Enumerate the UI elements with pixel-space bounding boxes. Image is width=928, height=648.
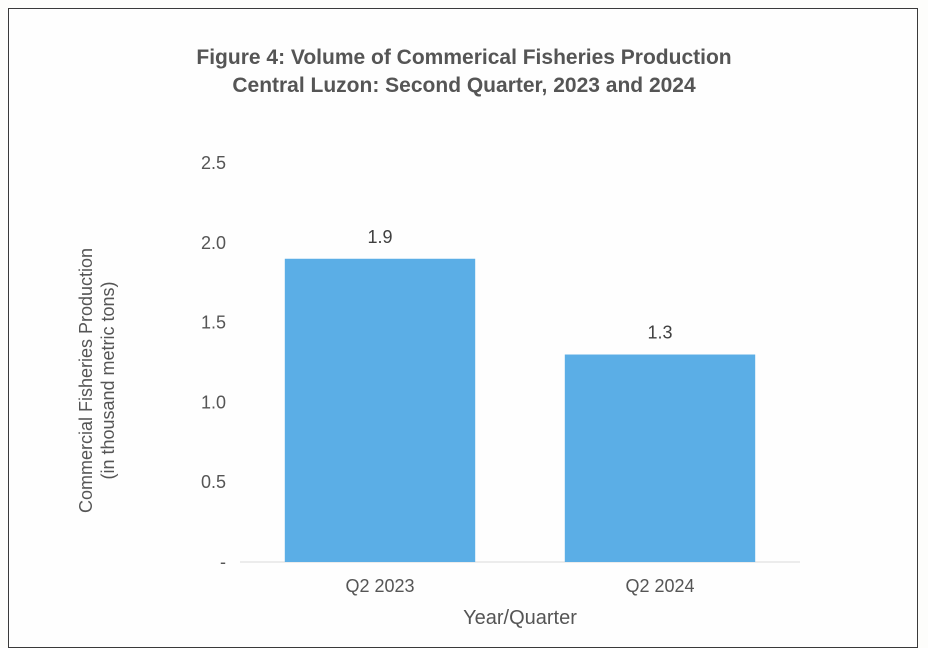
y-axis-ticks: - 0.5 1.0 1.5 2.0 2.5 bbox=[201, 153, 226, 572]
y-axis-subtitle: (in thousand metric tons) bbox=[98, 281, 118, 479]
bar-chart: - 0.5 1.0 1.5 2.0 2.5 1.9 1.3 Q2 2023 Q2 2024 Y… bbox=[76, 153, 800, 629]
x-axis-title: Year/Quarter bbox=[463, 607, 577, 629]
bar-q2-2024 bbox=[564, 354, 756, 562]
data-labels: 1.9 1.3 bbox=[367, 227, 672, 343]
y-axis-title: Commercial Fisheries Production bbox=[76, 248, 96, 513]
x-tick-label: Q2 2024 bbox=[625, 576, 694, 596]
bars bbox=[284, 258, 756, 562]
y-tick-label: 2.0 bbox=[201, 233, 226, 253]
y-tick-label: 2.5 bbox=[201, 153, 226, 173]
y-tick-label: 1.0 bbox=[201, 392, 226, 412]
x-axis-ticks: Q2 2023 Q2 2024 bbox=[345, 576, 694, 596]
y-tick-label: 0.5 bbox=[201, 472, 226, 492]
y-tick-label: - bbox=[220, 552, 226, 572]
data-label: 1.9 bbox=[367, 227, 392, 247]
y-tick-label: 1.5 bbox=[201, 313, 226, 333]
chart-title-block: Figure 4: Volume of Commerical Fisheries… bbox=[0, 44, 928, 100]
bar-q2-2023 bbox=[284, 258, 476, 562]
chart-title: Figure 4: Volume of Commerical Fisheries… bbox=[196, 46, 732, 69]
data-label: 1.3 bbox=[647, 323, 672, 343]
chart-subtitle: Central Luzon: Second Quarter, 2023 and … bbox=[232, 74, 696, 97]
x-tick-label: Q2 2023 bbox=[345, 576, 414, 596]
